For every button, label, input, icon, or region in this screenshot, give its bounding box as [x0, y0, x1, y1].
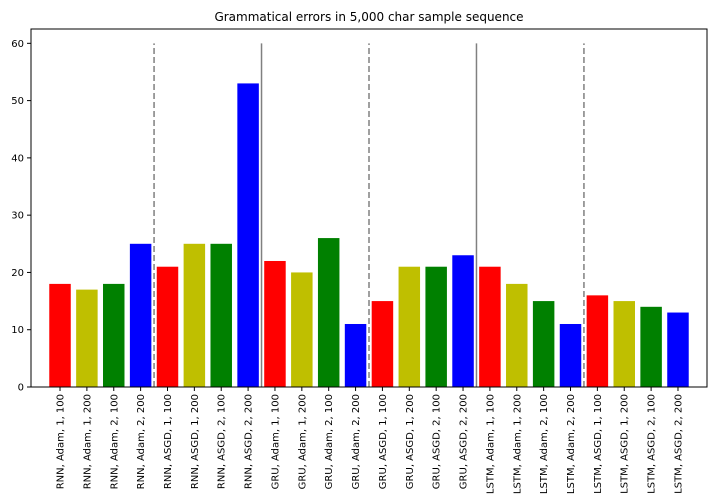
bar	[210, 243, 232, 387]
x-tick-label: LSTM, Adam, 2, 100	[539, 394, 550, 494]
bar	[479, 266, 501, 387]
x-tick-label: LSTM, Adam, 2, 200	[566, 394, 577, 494]
x-tick-label: LSTM, Adam, 1, 100	[485, 394, 496, 494]
bar	[667, 312, 689, 387]
x-tick-label: LSTM, Adam, 1, 200	[512, 394, 523, 494]
x-tick-label: GRU, ASGD, 2, 200	[459, 394, 470, 489]
y-tick-label: 30	[11, 211, 24, 222]
x-tick-label: RNN, Adam, 2, 200	[136, 394, 147, 489]
y-tick-label: 0	[18, 383, 24, 394]
bars-group	[49, 83, 689, 387]
bar	[559, 323, 582, 387]
x-axis: RNN, Adam, 1, 100 RNN, Adam, 1, 200 RNN, A…	[56, 387, 684, 494]
x-tick-label: GRU, Adam, 2, 100	[324, 394, 335, 489]
x-tick-label: GRU, Adam, 1, 200	[297, 394, 308, 489]
bar	[344, 323, 367, 387]
x-tick-label: RNN, Adam, 1, 200	[82, 394, 93, 489]
bar	[452, 255, 474, 387]
bar	[317, 238, 340, 387]
x-tick-label: RNN, Adam, 2, 100	[109, 394, 120, 489]
bar	[76, 289, 98, 387]
x-tick-label: RNN, ASGD, 1, 200	[190, 394, 201, 489]
x-tick-label: LSTM, ASGD, 1, 200	[620, 394, 631, 494]
x-tick-label: LSTM, ASGD, 1, 100	[593, 394, 604, 494]
bar	[291, 272, 313, 387]
y-tick-label: 40	[11, 153, 24, 164]
separators-group	[153, 43, 585, 387]
bar	[613, 301, 635, 387]
bar	[640, 306, 662, 387]
bar	[264, 260, 286, 387]
x-tick-label: RNN, ASGD, 1, 100	[163, 394, 174, 489]
bar	[532, 301, 555, 387]
y-tick-label: 20	[11, 268, 24, 279]
bar	[398, 266, 421, 387]
x-tick-label: RNN, ASGD, 2, 200	[244, 394, 255, 489]
chart-title: Grammatical errors in 5,000 char sample …	[214, 10, 523, 24]
bar	[129, 243, 152, 387]
bar	[103, 283, 125, 387]
x-tick-label: LSTM, ASGD, 2, 100	[647, 394, 658, 494]
plot-frame	[30, 28, 708, 388]
x-tick-label: RNN, Adam, 1, 100	[56, 394, 67, 489]
x-tick-label: RNN, ASGD, 2, 100	[217, 394, 228, 489]
y-tick-label: 10	[11, 325, 24, 336]
x-tick-label: GRU, Adam, 1, 100	[270, 394, 281, 489]
bar	[586, 295, 609, 387]
y-tick-label: 60	[11, 39, 24, 50]
bar	[183, 243, 206, 387]
y-axis: 0 10 20 30 40 50 60	[11, 39, 31, 394]
x-tick-label: GRU, Adam, 2, 200	[351, 394, 362, 489]
x-tick-label: GRU, ASGD, 1, 100	[378, 394, 389, 489]
bar	[237, 83, 259, 387]
bar	[371, 301, 394, 387]
bar	[156, 266, 179, 387]
x-tick-label: GRU, ASGD, 2, 100	[432, 394, 443, 489]
y-tick-label: 50	[11, 96, 24, 107]
bar	[49, 283, 71, 387]
x-tick-label: GRU, ASGD, 1, 200	[405, 394, 416, 489]
bar	[506, 283, 528, 387]
x-tick-label: LSTM, ASGD, 2, 200	[673, 394, 684, 494]
bar	[425, 266, 447, 387]
